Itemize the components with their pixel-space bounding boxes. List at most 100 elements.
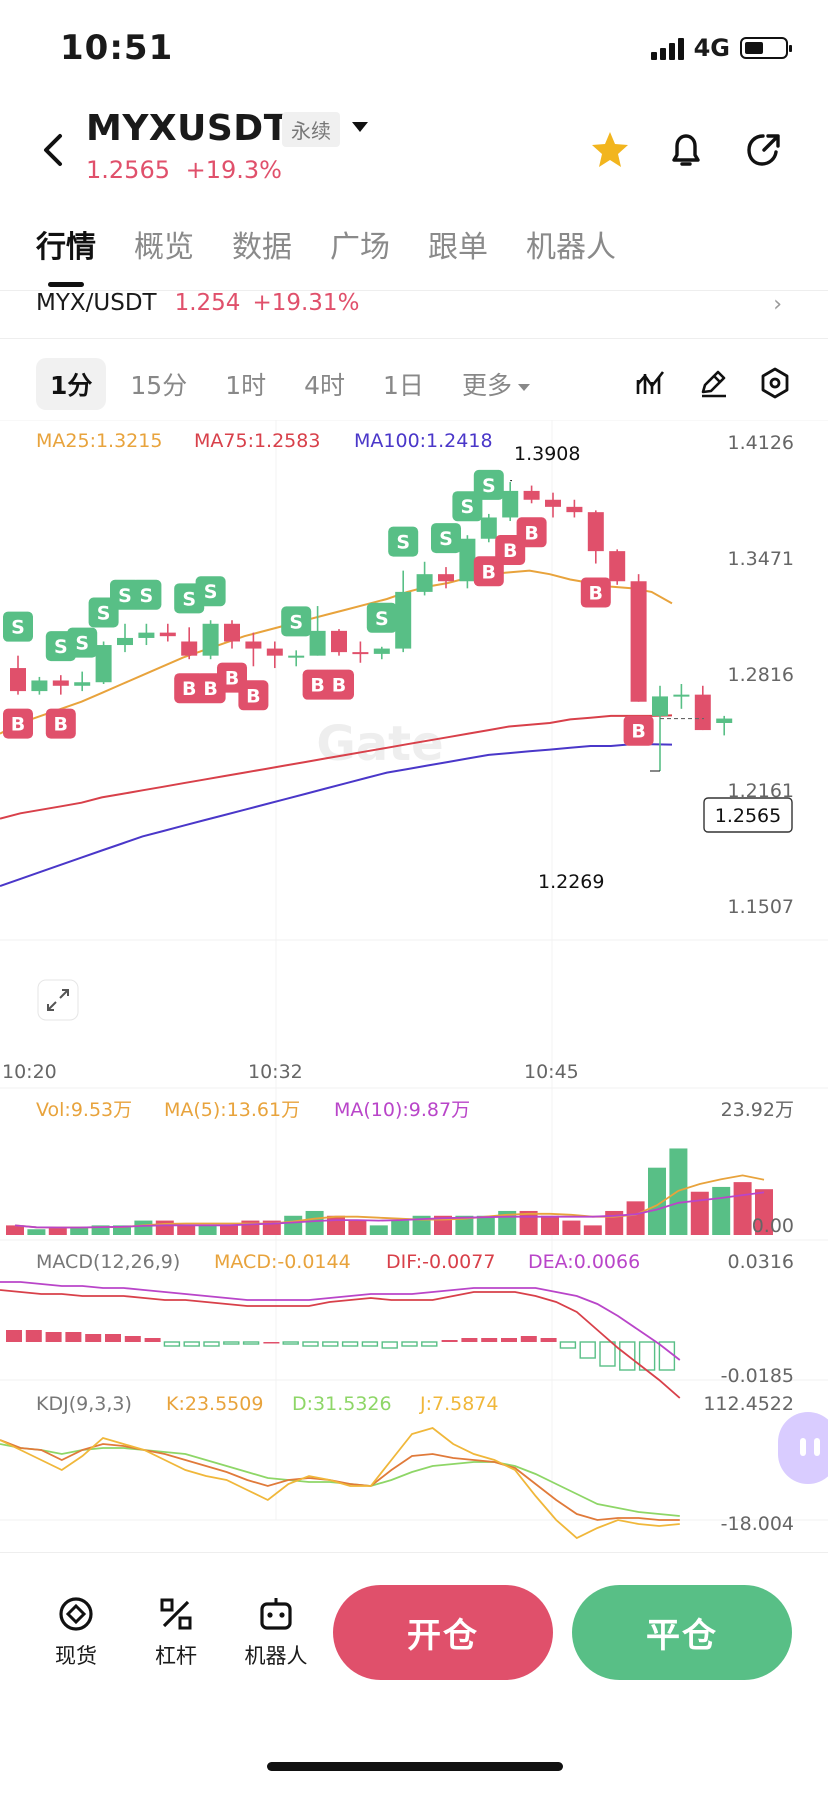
marker-text: B xyxy=(54,714,68,736)
buy-marker: B xyxy=(238,680,269,711)
tab-data[interactable]: 数据 xyxy=(232,230,292,265)
indicator-settings-icon[interactable] xyxy=(634,366,668,400)
vol-max-label: 23.92万 xyxy=(721,1099,794,1121)
sell-marker: S xyxy=(3,611,33,642)
sell-marker: S xyxy=(67,627,98,658)
marker-text: S xyxy=(11,617,25,639)
volume-bar xyxy=(327,1215,345,1235)
tab-copy-trading[interactable]: 跟单 xyxy=(428,230,488,265)
bot-label: 机器人 xyxy=(244,1644,308,1668)
chevron-right-icon[interactable]: › xyxy=(773,292,782,317)
timeframe-4h[interactable]: 4时 xyxy=(304,371,346,400)
k-value: K:23.5509 xyxy=(166,1393,263,1415)
d-line xyxy=(0,1443,680,1517)
volume-bar xyxy=(284,1215,303,1235)
marker-text: B xyxy=(631,721,645,743)
macd-bar xyxy=(6,1330,22,1342)
open-position-button[interactable]: 开仓 xyxy=(333,1585,553,1680)
timeframe-1h[interactable]: 1时 xyxy=(225,371,267,400)
assistant-bubble[interactable] xyxy=(778,1412,828,1484)
buy-marker: B xyxy=(45,708,76,739)
j-line xyxy=(0,1427,680,1540)
time-label-1: 10:20 xyxy=(2,1061,57,1083)
marker-text: B xyxy=(589,583,603,605)
ma100-legend: MA100:1.2418 xyxy=(354,430,493,452)
tab-overview[interactable]: 概览 xyxy=(134,230,194,265)
pair-dropdown-icon[interactable] xyxy=(352,122,368,132)
marker-badge xyxy=(3,708,33,739)
candle-body xyxy=(331,630,347,653)
marker-text: S xyxy=(482,475,496,497)
macd-bar xyxy=(263,1342,280,1344)
tabs-divider xyxy=(0,290,828,291)
macd-bar xyxy=(302,1341,319,1347)
close-position-button[interactable]: 平仓 xyxy=(572,1585,792,1680)
ticker-divider xyxy=(0,338,828,339)
candle-body xyxy=(673,694,690,697)
volume-bar xyxy=(70,1227,89,1235)
macd-bar xyxy=(341,1341,359,1347)
candle-body xyxy=(224,623,240,642)
marker-text: S xyxy=(289,611,303,633)
alert-bell-icon[interactable] xyxy=(664,128,708,172)
vol-min-label: 0.00 xyxy=(752,1215,794,1237)
volume-bar xyxy=(391,1220,410,1235)
volume-bar xyxy=(27,1229,46,1235)
tab-square[interactable]: 广场 xyxy=(330,230,390,265)
volume-panel xyxy=(6,1148,773,1235)
macd-bar xyxy=(124,1336,141,1342)
macd-bar xyxy=(619,1341,636,1371)
candle-body xyxy=(587,512,604,552)
favorite-star-icon[interactable] xyxy=(588,128,632,172)
volume-bar xyxy=(733,1182,752,1235)
tab-market[interactable]: 行情 xyxy=(36,230,96,265)
marker-text: B xyxy=(310,675,324,697)
chart-settings-icon[interactable] xyxy=(758,366,792,400)
marker-badge xyxy=(473,469,504,500)
candle-body xyxy=(630,581,647,702)
volume-bar xyxy=(562,1220,581,1235)
d-value: D:31.5326 xyxy=(292,1393,392,1415)
bot-nav[interactable]: 机器人 xyxy=(236,1594,316,1670)
marker-text: B xyxy=(482,561,496,583)
timeframe-1d[interactable]: 1日 xyxy=(383,371,424,400)
spot-ticker-row[interactable]: MYX/USDT 1.254 +19.31% xyxy=(36,290,359,316)
vol-ma10-legend: MA(10):9.87万 xyxy=(334,1099,470,1121)
timeframe-15m[interactable]: 15分 xyxy=(130,371,188,400)
kdj-min-label: -18.004 xyxy=(721,1513,794,1535)
marker-text: B xyxy=(11,714,25,736)
macd-bar xyxy=(203,1341,220,1347)
macd-bar xyxy=(105,1334,121,1342)
macd-bar xyxy=(540,1338,557,1342)
more-caret-icon xyxy=(517,383,530,391)
bottom-divider xyxy=(0,1552,828,1553)
time-label-2: 10:32 xyxy=(248,1061,303,1083)
share-icon[interactable] xyxy=(742,128,786,172)
volume-bar xyxy=(6,1225,24,1235)
candle-body xyxy=(416,574,433,592)
candle-body xyxy=(352,652,369,655)
tab-bot[interactable]: 机器人 xyxy=(526,230,616,265)
marker-text: S xyxy=(118,585,132,607)
macd-panel xyxy=(0,1281,681,1399)
spot-nav[interactable]: 现货 xyxy=(36,1594,116,1670)
leverage-nav[interactable]: 杠杆 xyxy=(136,1594,216,1670)
macd-bar xyxy=(579,1341,596,1359)
kdj-max-label: 112.4522 xyxy=(703,1393,794,1415)
timeframe-more[interactable]: 更多 xyxy=(448,358,544,410)
vol-legend: Vol:9.53万 xyxy=(36,1099,132,1121)
header-last-price: 1.2565 xyxy=(86,156,170,184)
volume-bar xyxy=(91,1225,110,1235)
ma75-legend: MA75:1.2583 xyxy=(194,430,320,452)
candle-body xyxy=(266,648,283,656)
fullscreen-icon[interactable] xyxy=(37,979,79,1021)
macd-bar xyxy=(45,1332,62,1342)
timeframe-1m[interactable]: 1分 xyxy=(36,358,107,410)
draw-pen-icon[interactable] xyxy=(696,366,730,400)
candle-body xyxy=(288,655,305,658)
ma-lines xyxy=(0,569,673,887)
pair-title[interactable]: MYXUSDT xyxy=(86,108,289,149)
back-arrow-icon[interactable] xyxy=(34,130,74,170)
marker-badge xyxy=(431,523,461,554)
